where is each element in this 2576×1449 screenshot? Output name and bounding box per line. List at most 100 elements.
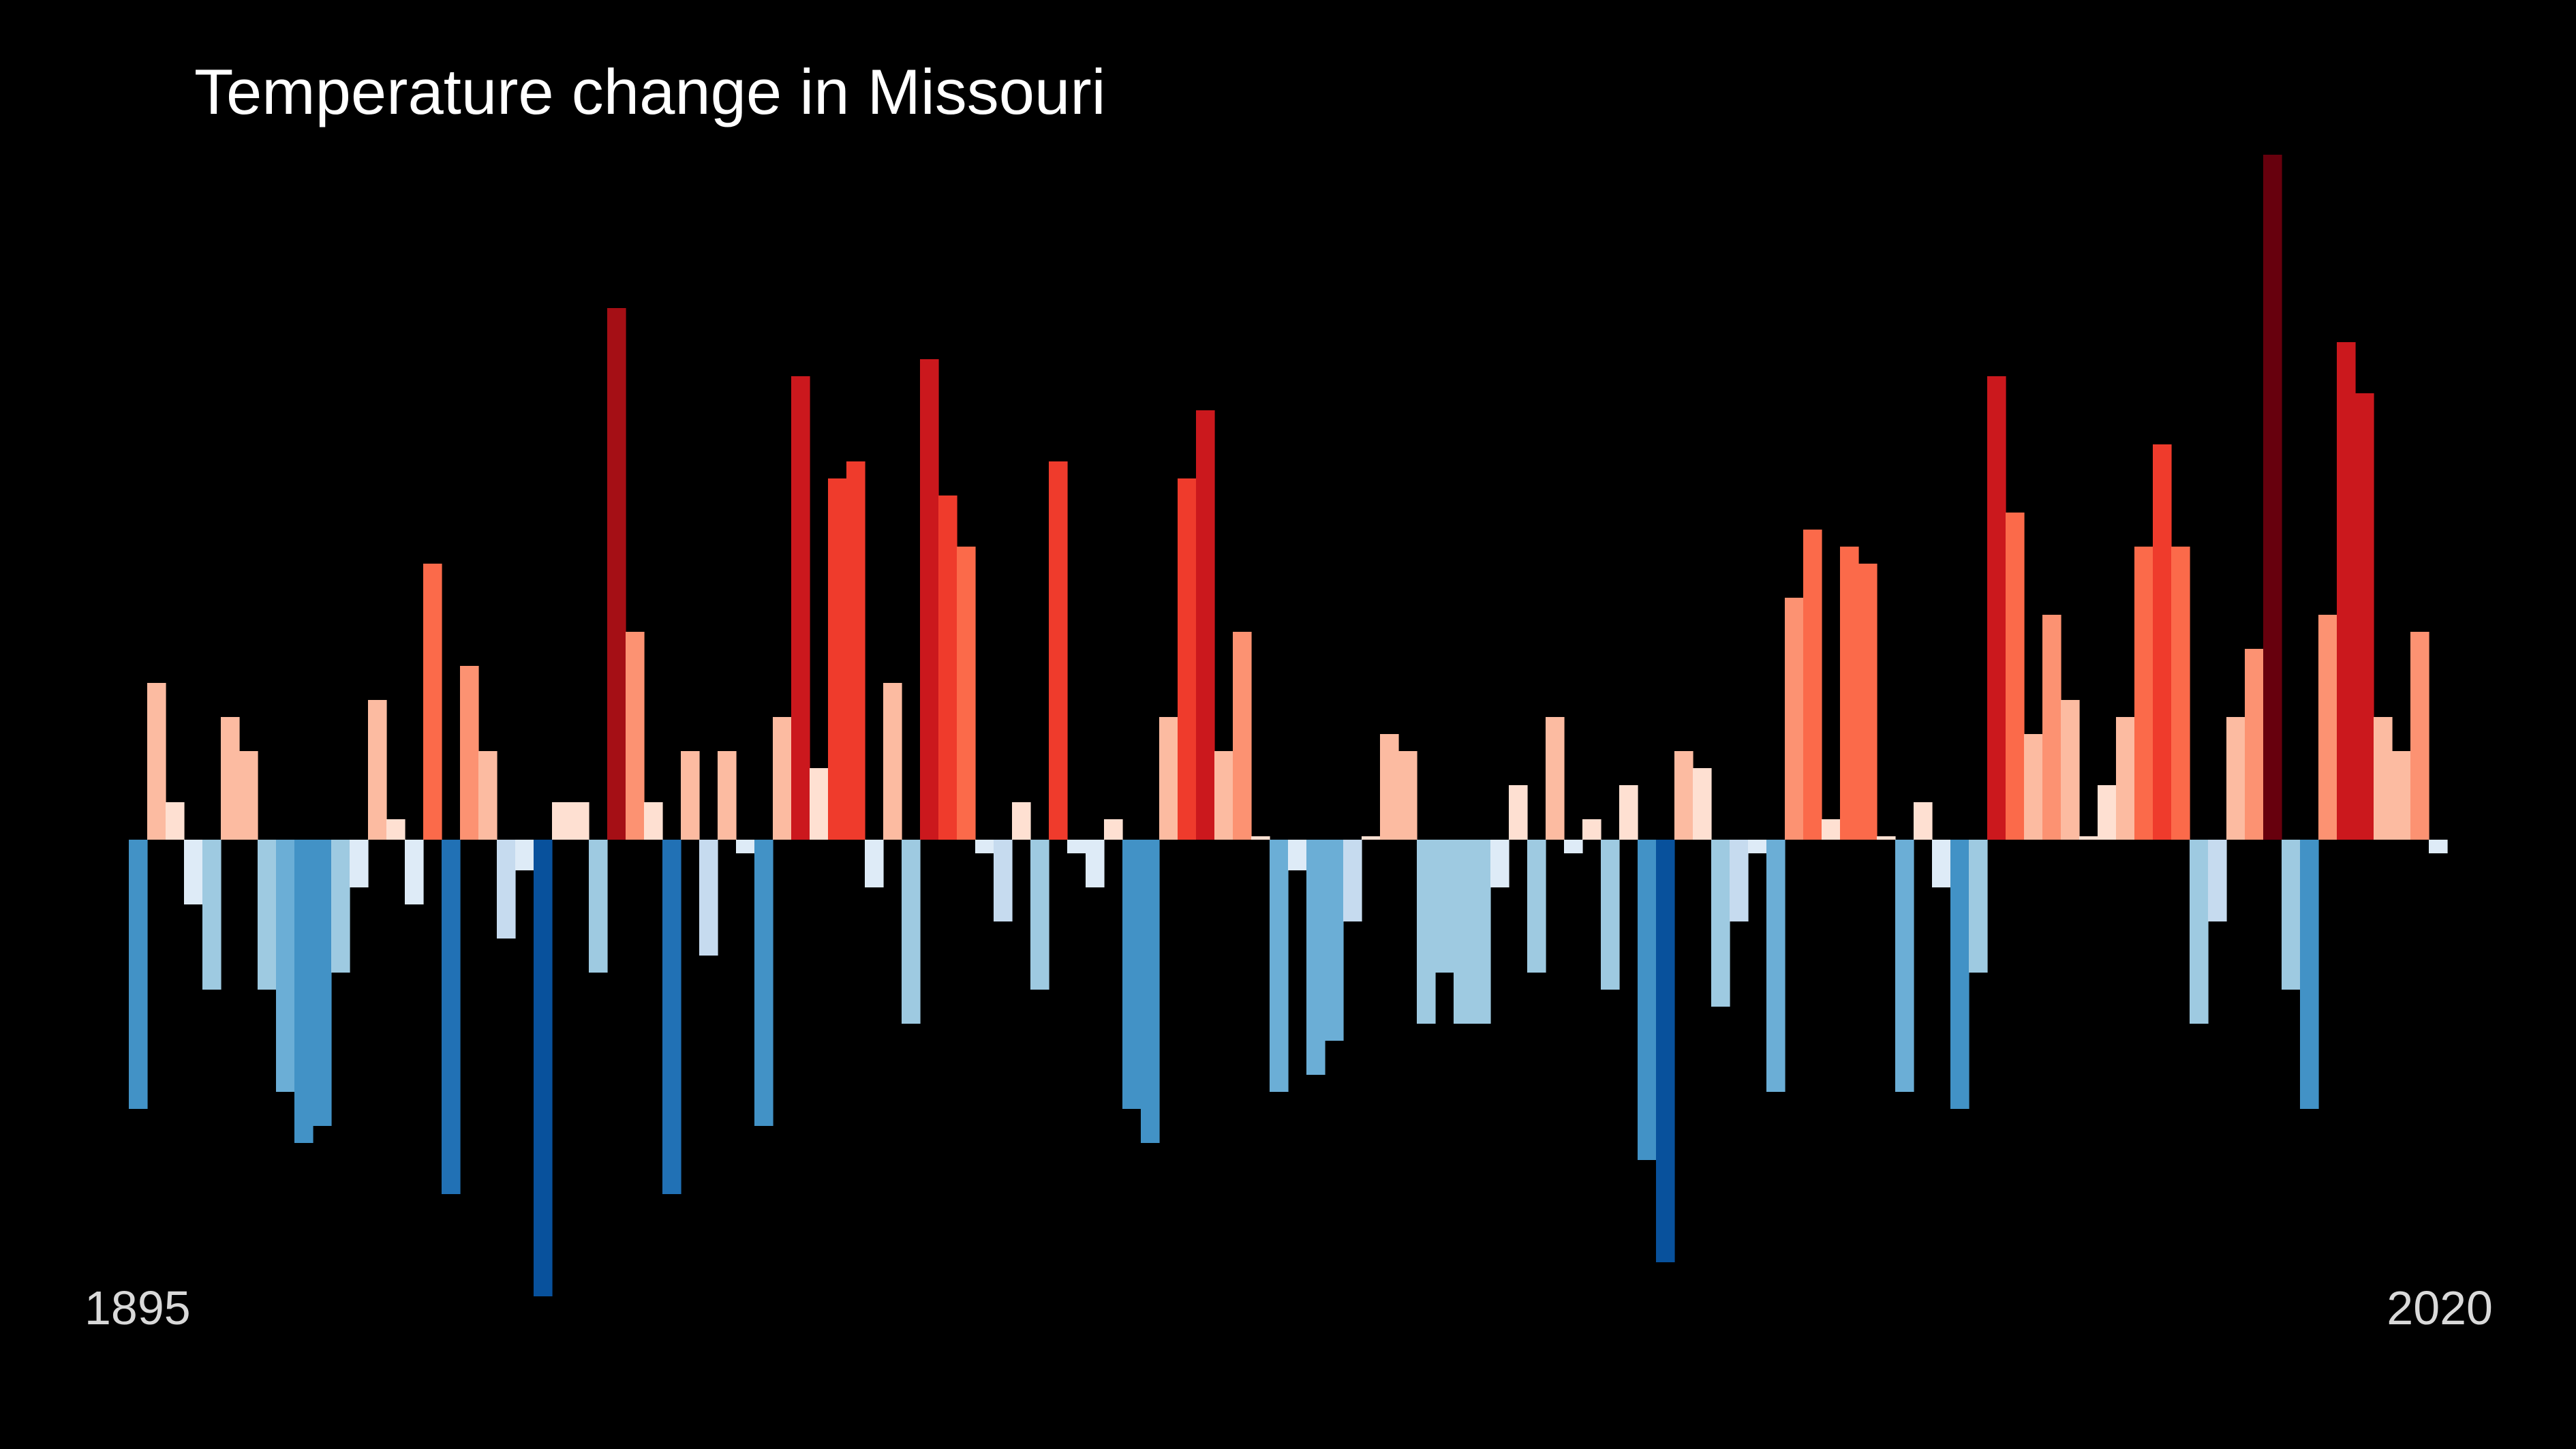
- bar-1932: [810, 768, 829, 840]
- bar-1984: [1766, 840, 1785, 1092]
- bar-2019: [2410, 632, 2429, 840]
- bar-1949: [1122, 840, 1141, 1109]
- bar-1918: [552, 802, 571, 840]
- bar-1905: [313, 840, 332, 1126]
- bar-1989: [1858, 564, 1877, 840]
- bar-1895: [129, 840, 148, 1109]
- bar-1970: [1509, 785, 1528, 840]
- bar-1995: [1969, 840, 1988, 973]
- bar-1987: [1822, 819, 1841, 840]
- bar-1993: [1932, 840, 1951, 887]
- bar-2010: [2245, 649, 2264, 840]
- bar-1901: [239, 751, 258, 840]
- bar-1986: [1803, 530, 1822, 840]
- bar-1902: [258, 840, 277, 990]
- bar-1952: [1178, 478, 1197, 840]
- bar-1999: [2042, 615, 2061, 840]
- bar-1927: [718, 751, 737, 840]
- bar-1896: [147, 683, 166, 840]
- bar-1992: [1914, 802, 1933, 840]
- bar-1920: [589, 840, 608, 973]
- bar-1950: [1141, 840, 1160, 1143]
- bar-1925: [681, 751, 700, 840]
- bar-1944: [1030, 840, 1049, 990]
- bar-1900: [221, 717, 240, 840]
- bar-2009: [2226, 717, 2245, 840]
- bar-1991: [1895, 840, 1914, 1092]
- bar-1921: [607, 308, 626, 840]
- bar-1903: [276, 840, 295, 1092]
- bar-1911: [423, 564, 442, 840]
- bar-2008: [2208, 840, 2227, 921]
- bar-1945: [1049, 461, 1068, 840]
- bar-1899: [202, 840, 221, 990]
- bar-2017: [2374, 717, 2393, 840]
- bar-1983: [1748, 840, 1767, 853]
- bar-1990: [1877, 836, 1896, 840]
- bar-1994: [1950, 840, 1969, 1109]
- bar-1988: [1840, 547, 1859, 840]
- bar-1978: [1656, 840, 1675, 1262]
- bar-1939: [938, 495, 957, 840]
- bar-2006: [2171, 547, 2190, 840]
- bar-1941: [975, 840, 994, 853]
- bar-1965: [1417, 840, 1436, 1024]
- bar-1946: [1067, 840, 1086, 853]
- bar-1961: [1343, 840, 1362, 921]
- bar-1956: [1251, 836, 1270, 840]
- bar-1938: [920, 359, 939, 840]
- bar-1953: [1196, 410, 1215, 840]
- bar-2012: [2282, 840, 2301, 990]
- bar-1917: [534, 840, 553, 1296]
- bar-1962: [1362, 836, 1381, 840]
- bar-1926: [699, 840, 718, 956]
- bar-2014: [2318, 615, 2337, 840]
- bar-1958: [1288, 840, 1307, 870]
- bar-1942: [994, 840, 1013, 921]
- bar-1930: [773, 717, 792, 840]
- bar-2002: [2098, 785, 2117, 840]
- bar-1928: [736, 840, 755, 853]
- bar-1947: [1086, 840, 1105, 887]
- bar-1914: [478, 751, 497, 840]
- bar-2016: [2355, 393, 2374, 840]
- bar-1959: [1306, 840, 1325, 1075]
- bar-1929: [754, 840, 773, 1126]
- bar-2000: [2061, 700, 2080, 840]
- bar-1997: [2006, 513, 2025, 840]
- bar-1960: [1325, 840, 1344, 1041]
- bar-1982: [1730, 840, 1749, 921]
- bar-1923: [644, 802, 663, 840]
- bar-1916: [515, 840, 534, 870]
- bar-1963: [1380, 734, 1399, 840]
- bar-1977: [1638, 840, 1657, 1160]
- bar-1996: [1987, 376, 2006, 840]
- bar-1957: [1270, 840, 1289, 1092]
- bars-group: [129, 155, 2448, 1296]
- bar-1934: [846, 461, 865, 840]
- bar-1998: [2024, 734, 2043, 840]
- bar-2005: [2153, 444, 2172, 840]
- bar-1931: [791, 376, 810, 840]
- bar-1904: [294, 840, 313, 1143]
- bar-1906: [331, 840, 350, 973]
- bar-1981: [1711, 840, 1730, 1007]
- bar-1973: [1564, 840, 1583, 853]
- bar-1971: [1527, 840, 1546, 973]
- bar-1922: [626, 632, 645, 840]
- bar-1948: [1104, 819, 1123, 840]
- bar-1954: [1214, 751, 1233, 840]
- bar-2013: [2300, 840, 2319, 1109]
- bar-1936: [883, 683, 902, 840]
- bar-1972: [1546, 717, 1565, 840]
- x-end-label: 2020: [2387, 1281, 2493, 1334]
- bar-2018: [2392, 751, 2411, 840]
- bar-2011: [2263, 155, 2282, 840]
- x-start-label: 1895: [85, 1281, 191, 1334]
- bar-1964: [1398, 751, 1417, 840]
- chart-title: Temperature change in Missouri: [194, 56, 1106, 127]
- bar-1966: [1435, 840, 1454, 973]
- bar-1924: [662, 840, 681, 1194]
- bar-1910: [405, 840, 424, 904]
